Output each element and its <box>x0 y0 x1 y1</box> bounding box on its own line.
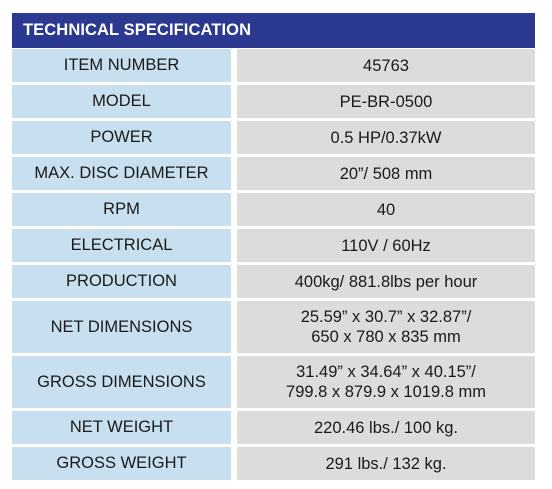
spec-label: MODEL <box>12 85 231 118</box>
spec-row-net-dimensions: NET DIMENSIONS 25.59” x 30.7” x 32.87”/ … <box>12 301 535 353</box>
spec-table: TECHNICAL SPECIFICATION ITEM NUMBER 4576… <box>12 13 535 480</box>
spec-value: 400kg/ 881.8lbs per hour <box>237 265 535 298</box>
spec-label: ITEM NUMBER <box>12 49 231 82</box>
spec-row-item-number: ITEM NUMBER 45763 <box>12 49 535 82</box>
spec-row-model: MODEL PE-BR-0500 <box>12 85 535 118</box>
spec-row-gross-weight: GROSS WEIGHT 291 lbs./ 132 kg. <box>12 447 535 480</box>
table-title: TECHNICAL SPECIFICATION <box>23 21 252 39</box>
spec-label: ELECTRICAL <box>12 229 231 262</box>
spec-row-net-weight: NET WEIGHT 220.46 lbs./ 100 kg. <box>12 411 535 444</box>
spec-label: GROSS DIMENSIONS <box>12 356 231 408</box>
spec-row-electrical: ELECTRICAL 110V / 60Hz <box>12 229 535 262</box>
spec-label: PRODUCTION <box>12 265 231 298</box>
spec-label: POWER <box>12 121 231 154</box>
spec-row-rpm: RPM 40 <box>12 193 535 226</box>
spec-value: 40 <box>237 193 535 226</box>
spec-label: RPM <box>12 193 231 226</box>
spec-value: 31.49” x 34.64” x 40.15”/ 799.8 x 879.9 … <box>237 356 535 408</box>
spec-label: MAX. DISC DIAMETER <box>12 157 231 190</box>
table-header: TECHNICAL SPECIFICATION <box>12 13 535 48</box>
spec-row-production: PRODUCTION 400kg/ 881.8lbs per hour <box>12 265 535 298</box>
spec-value: 25.59” x 30.7” x 32.87”/ 650 x 780 x 835… <box>237 301 535 353</box>
spec-value: 45763 <box>237 49 535 82</box>
spec-row-power: POWER 0.5 HP/0.37kW <box>12 121 535 154</box>
spec-value: PE-BR-0500 <box>237 85 535 118</box>
spec-value: 20”/ 508 mm <box>237 157 535 190</box>
spec-label: NET DIMENSIONS <box>12 301 231 353</box>
spec-value: 110V / 60Hz <box>237 229 535 262</box>
spec-label: GROSS WEIGHT <box>12 447 231 480</box>
spec-value: 220.46 lbs./ 100 kg. <box>237 411 535 444</box>
spec-value: 0.5 HP/0.37kW <box>237 121 535 154</box>
spec-label: NET WEIGHT <box>12 411 231 444</box>
spec-row-max-disc-diameter: MAX. DISC DIAMETER 20”/ 508 mm <box>12 157 535 190</box>
spec-value: 291 lbs./ 132 kg. <box>237 447 535 480</box>
spec-row-gross-dimensions: GROSS DIMENSIONS 31.49” x 34.64” x 40.15… <box>12 356 535 408</box>
